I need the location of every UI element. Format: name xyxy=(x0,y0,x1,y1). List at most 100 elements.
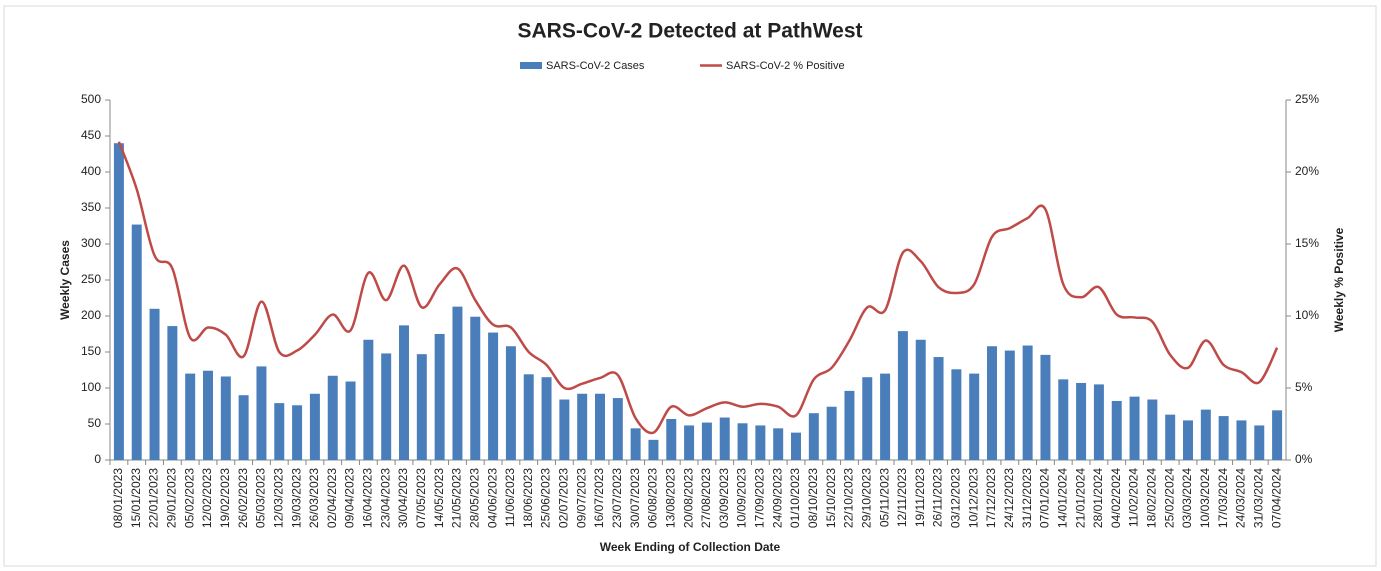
x-tick-label: 10/03/2024 xyxy=(1198,468,1212,528)
x-tick-label: 05/11/2023 xyxy=(877,468,891,527)
x-tick-label: 04/06/2023 xyxy=(485,468,499,528)
x-tick-label: 31/03/2024 xyxy=(1251,468,1265,528)
x-tick-label: 30/07/2023 xyxy=(628,468,642,528)
bar xyxy=(612,398,623,460)
y-tick-label: 100 xyxy=(81,380,101,394)
bar xyxy=(203,370,213,460)
bar xyxy=(1272,410,1283,460)
bar xyxy=(523,374,534,460)
x-tick-label: 07/01/2024 xyxy=(1038,468,1052,528)
x-tick-label: 26/03/2023 xyxy=(307,468,321,528)
x-tick-label: 27/08/2023 xyxy=(699,468,713,528)
x-tick-label: 05/03/2023 xyxy=(254,468,268,528)
bar xyxy=(1129,396,1140,460)
y-tick-label: 200 xyxy=(81,308,101,322)
bar xyxy=(488,332,499,460)
y2-tick-label: 15% xyxy=(1295,236,1319,250)
x-tick-label: 23/07/2023 xyxy=(610,468,624,528)
bar xyxy=(862,377,873,460)
y-tick-label: 0 xyxy=(94,452,101,466)
x-tick-label: 09/07/2023 xyxy=(574,468,588,528)
y-tick-label: 50 xyxy=(88,416,102,430)
x-tick-label: 03/12/2023 xyxy=(949,468,963,528)
bar xyxy=(381,353,392,460)
x-tick-label: 08/10/2023 xyxy=(806,468,820,528)
bar xyxy=(897,331,908,460)
bar xyxy=(541,377,552,460)
y2-tick-label: 10% xyxy=(1295,308,1319,322)
x-tick-label: 30/04/2023 xyxy=(396,468,410,528)
bar xyxy=(1236,420,1247,460)
x-tick-label: 17/03/2024 xyxy=(1216,468,1230,528)
y2-axis-title: Weekly % Positive xyxy=(1332,227,1346,332)
x-tick-label: 24/09/2023 xyxy=(770,468,784,528)
x-tick-label: 02/04/2023 xyxy=(325,468,339,528)
x-tick-label: 17/12/2023 xyxy=(984,468,998,528)
bar xyxy=(1147,399,1158,460)
bar xyxy=(933,357,944,460)
bar xyxy=(951,369,962,460)
frame xyxy=(3,5,1377,567)
x-tick-label: 02/07/2023 xyxy=(557,468,571,528)
bar xyxy=(595,393,605,460)
bar xyxy=(755,425,766,460)
legend-label: SARS-CoV-2 % Positive xyxy=(726,60,845,72)
x-tick-label: 22/10/2023 xyxy=(842,468,856,528)
bar xyxy=(559,399,570,460)
bar xyxy=(505,346,516,460)
x-tick-label: 17/09/2023 xyxy=(753,468,767,528)
bar xyxy=(1093,384,1104,460)
bar xyxy=(1254,425,1265,460)
x-tick-label: 21/01/2024 xyxy=(1073,468,1087,528)
bar xyxy=(630,428,641,460)
x-tick-label: 26/11/2023 xyxy=(931,468,945,527)
x-tick-label: 16/07/2023 xyxy=(592,468,606,528)
x-tick-label: 28/05/2023 xyxy=(467,468,481,528)
bar xyxy=(274,403,285,460)
x-tick-label: 29/01/2023 xyxy=(165,468,179,528)
x-tick-label: 07/04/2024 xyxy=(1269,468,1283,528)
x-tick-label: 26/02/2023 xyxy=(236,468,250,528)
x-tick-label: 05/02/2023 xyxy=(182,468,196,528)
bar xyxy=(791,432,801,460)
bar xyxy=(987,346,997,460)
bar xyxy=(915,339,926,460)
x-tick-label: 25/02/2024 xyxy=(1162,468,1176,528)
x-tick-label: 23/04/2023 xyxy=(378,468,392,528)
x-tick-label: 18/02/2024 xyxy=(1145,468,1159,528)
x-tick-label: 04/02/2024 xyxy=(1109,468,1123,528)
x-tick-label: 22/01/2023 xyxy=(147,468,161,528)
x-tick-label: 01/10/2023 xyxy=(788,468,802,528)
bar xyxy=(826,406,837,460)
x-tick-label: 25/06/2023 xyxy=(539,468,553,528)
x-tick-label: 15/10/2023 xyxy=(824,468,838,528)
x-tick-label: 12/02/2023 xyxy=(200,468,214,528)
x-tick-label: 11/06/2023 xyxy=(503,468,517,527)
bar xyxy=(1076,382,1087,460)
y-tick-label: 250 xyxy=(81,272,101,286)
y2-tick-label: 20% xyxy=(1295,164,1319,178)
bar xyxy=(773,428,784,460)
y2-tick-label: 5% xyxy=(1295,380,1313,394)
bar xyxy=(1004,350,1015,460)
bar xyxy=(434,334,445,460)
bar xyxy=(1058,379,1069,460)
x-tick-label: 19/02/2023 xyxy=(218,468,232,528)
bar xyxy=(1040,354,1051,460)
bar xyxy=(345,381,356,460)
x-tick-label: 15/01/2023 xyxy=(129,468,143,528)
x-tick-label: 21/05/2023 xyxy=(450,468,464,528)
x-axis-title: Week Ending of Collection Date xyxy=(600,540,781,554)
x-tick-label: 20/08/2023 xyxy=(681,468,695,528)
bar xyxy=(220,376,231,460)
y-tick-label: 450 xyxy=(81,128,101,142)
bar xyxy=(808,413,819,460)
bar xyxy=(470,316,481,460)
bar xyxy=(309,393,320,460)
x-tick-label: 18/06/2023 xyxy=(521,468,535,528)
x-tick-label: 06/08/2023 xyxy=(646,468,660,528)
bar xyxy=(1022,345,1033,460)
chart-title: SARS-CoV-2 Detected at PathWest xyxy=(517,20,862,43)
bar xyxy=(1200,409,1211,460)
bar xyxy=(1183,420,1193,460)
